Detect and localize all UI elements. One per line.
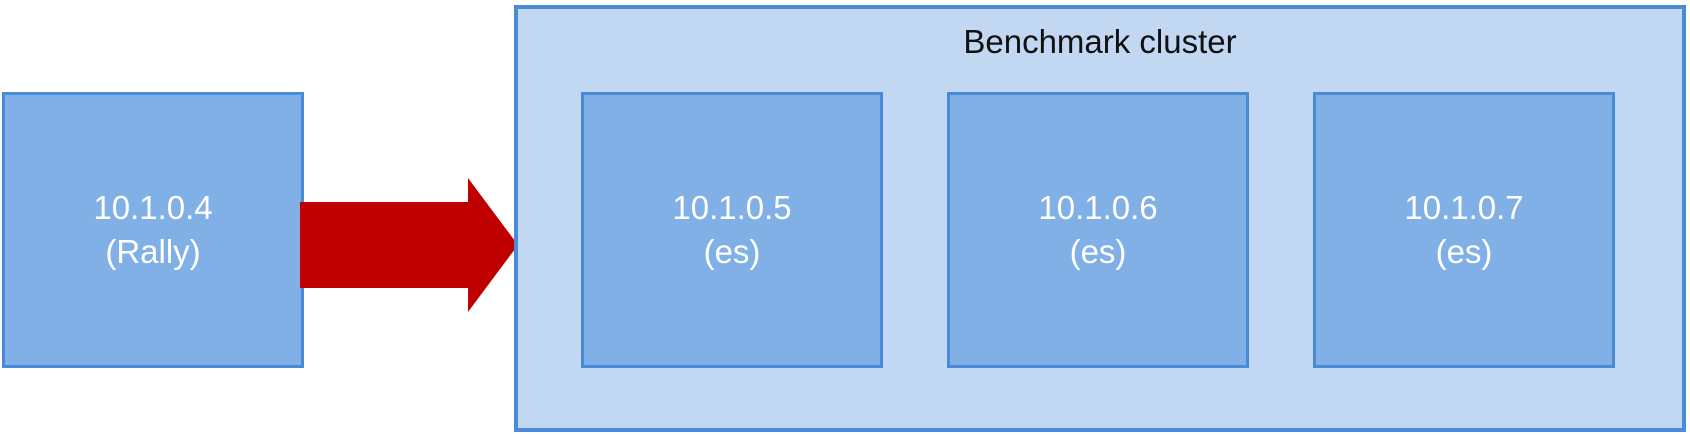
- cluster-title: Benchmark cluster: [963, 23, 1237, 60]
- request-arrow-icon: [300, 178, 518, 312]
- es-node-2: 10.1.0.6 (es): [947, 92, 1249, 368]
- es-node-role: (es): [1069, 233, 1127, 270]
- rally-node-ip: 10.1.0.4: [93, 189, 213, 226]
- rally-node-role: (Rally): [105, 233, 201, 270]
- es-node-3: 10.1.0.7 (es): [1313, 92, 1615, 368]
- es-node-ip: 10.1.0.7: [1404, 189, 1524, 226]
- rally-client-node: 10.1.0.4 (Rally): [2, 92, 304, 368]
- request-arrow-shape: [300, 178, 518, 312]
- es-node-role: (es): [703, 233, 761, 270]
- es-node-ip: 10.1.0.6: [1038, 189, 1158, 226]
- es-node-role: (es): [1435, 233, 1493, 270]
- es-node-1: 10.1.0.5 (es): [581, 92, 883, 368]
- es-node-ip: 10.1.0.5: [672, 189, 792, 226]
